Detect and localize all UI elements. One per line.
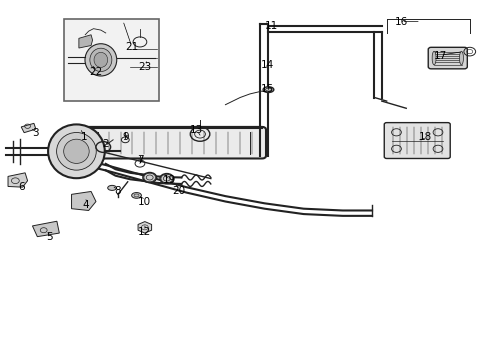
Text: 19: 19	[163, 175, 176, 185]
Polygon shape	[21, 123, 36, 133]
Ellipse shape	[143, 172, 157, 183]
Polygon shape	[138, 222, 151, 233]
FancyBboxPatch shape	[384, 123, 450, 158]
Text: 9: 9	[122, 132, 128, 142]
Ellipse shape	[64, 139, 89, 163]
Ellipse shape	[56, 132, 96, 170]
Ellipse shape	[94, 52, 108, 67]
Polygon shape	[8, 173, 27, 187]
Text: 15: 15	[260, 84, 273, 94]
Text: 2: 2	[102, 139, 109, 149]
Text: 21: 21	[125, 42, 138, 52]
Text: 18: 18	[419, 132, 432, 142]
Text: 12: 12	[138, 227, 151, 237]
Ellipse shape	[108, 185, 117, 190]
Ellipse shape	[48, 125, 105, 178]
Ellipse shape	[90, 48, 112, 72]
Text: 5: 5	[46, 232, 53, 242]
Text: 22: 22	[89, 67, 102, 77]
Text: 16: 16	[395, 17, 408, 27]
Text: 7: 7	[137, 155, 143, 165]
Text: 14: 14	[260, 60, 273, 70]
Polygon shape	[32, 221, 59, 237]
Text: 23: 23	[138, 62, 151, 72]
Text: 1: 1	[80, 132, 87, 142]
Ellipse shape	[460, 51, 464, 65]
Text: 8: 8	[115, 186, 121, 197]
Text: 3: 3	[32, 129, 39, 138]
Polygon shape	[72, 192, 96, 211]
Text: 4: 4	[83, 200, 90, 210]
Text: 17: 17	[434, 51, 447, 61]
Text: 11: 11	[265, 21, 278, 31]
Text: 20: 20	[172, 186, 186, 196]
Ellipse shape	[160, 174, 173, 184]
Text: 6: 6	[18, 182, 24, 192]
Polygon shape	[79, 35, 93, 48]
Ellipse shape	[432, 51, 436, 65]
Bar	[64, 19, 159, 101]
Text: 13: 13	[190, 125, 203, 135]
FancyBboxPatch shape	[82, 127, 266, 158]
Text: 10: 10	[138, 197, 151, 207]
Ellipse shape	[263, 87, 274, 93]
Ellipse shape	[85, 44, 117, 76]
Ellipse shape	[132, 193, 142, 198]
FancyBboxPatch shape	[428, 47, 467, 69]
